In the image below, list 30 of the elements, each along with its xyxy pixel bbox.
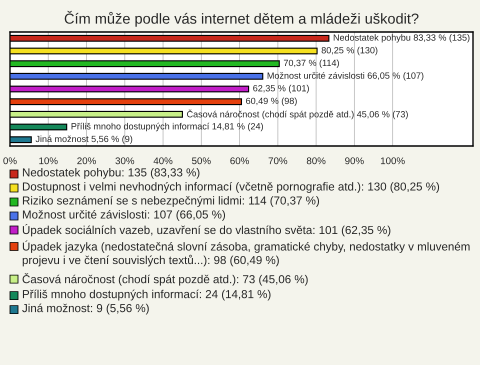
x-tick-label: 90% [345, 157, 364, 164]
data-label: Časová náročnost (chodí spát pozdě atd.) 45,06 % (73) [187, 109, 408, 120]
legend-label: Příliš mnoho dostupných informací: 24 (14,81 %) [22, 290, 271, 300]
data-label: 60,49 % (98) [246, 97, 297, 106]
x-tick-label: 60% [230, 157, 249, 164]
x-tick-label: 80% [306, 157, 326, 164]
data-label: Nedostatek pohybu 83,33 % (135) [334, 34, 470, 43]
data-label: Možnost určité závislosti 66,05 % (107) [268, 72, 424, 81]
x-tick-label: 30% [115, 157, 134, 164]
legend-label: Úpadek jazyka (nedostatečná slovní zásoba, gramatické chyby, nedostatky v mluveném projevu i ve čtení souvislých textů...): 98 (60,49 %) [22, 240, 470, 266]
x-tick-label: 20% [77, 157, 96, 164]
x-tick-label: 100% [380, 157, 405, 164]
data-label: 80,25 % (130) [322, 46, 378, 56]
chart-title: Čím může podle vás internet dětem a mládeži uškodit? [64, 10, 418, 27]
data-label: Příliš mnoho dostupných informací 14,81 % (24) [72, 122, 263, 132]
x-tick-label: 0% [3, 157, 17, 164]
legend-label: Jiná možnost: 9 (5,56 %) [22, 304, 149, 314]
legend-label: Úpadek sociálních vazeb, uzavření se do vlastního světa: 101 (62,35 %) [22, 224, 390, 236]
x-tick-label: 10% [39, 157, 58, 164]
x-tick-label: 70% [268, 157, 288, 164]
legend-label: Nedostatek pohybu: 135 (83,33 %) [22, 168, 200, 179]
data-label: Jiná možnost 5,56 % (9) [36, 135, 132, 144]
data-label: 70,37 % (114) [284, 59, 339, 68]
legend-label: Dostupnost i velmi nevhodných informací (včetně pornografie atd.): 130 (80,25 %) [22, 182, 440, 193]
legend-label: Časová náročnost (chodí spát pozdě atd.): 73 (45,06 %) [22, 273, 308, 286]
x-tick-label: 40% [154, 157, 172, 164]
data-label: 62,35 % (101) [253, 84, 309, 94]
legend-label: Možnost určité závislosti: 107 (66,05 %) [22, 210, 226, 221]
x-tick-label: 50% [192, 157, 211, 164]
legend-label: Riziko seznámení se s nebezpečnými lidmi: 114 (70,37 %) [22, 196, 320, 207]
